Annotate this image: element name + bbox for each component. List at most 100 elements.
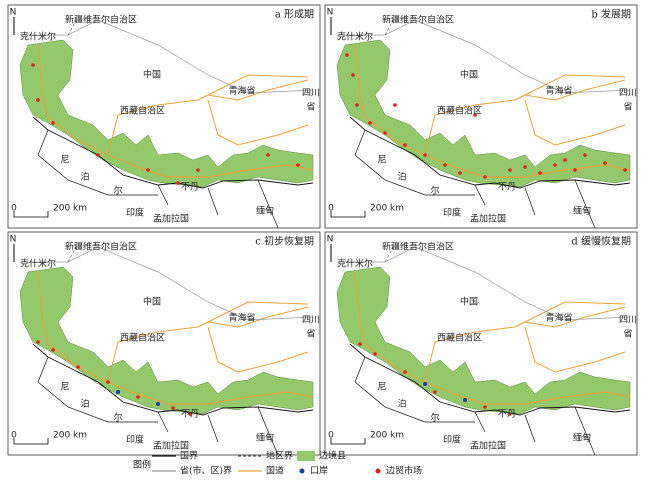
place-label: 泊 xyxy=(397,172,406,183)
place-label: 新疆维吾尔自治区 xyxy=(65,14,137,26)
place-label: 西藏自治区 xyxy=(120,105,165,117)
market-dot xyxy=(538,171,542,175)
market-dot xyxy=(583,153,587,157)
market-dot xyxy=(358,342,362,346)
place-label: 中国 xyxy=(460,69,478,81)
market-dot xyxy=(403,143,407,147)
place-label: 四川 xyxy=(619,316,637,326)
place-label: 省 xyxy=(306,101,315,113)
place-label: 克什米尔 xyxy=(20,31,56,43)
market-dot xyxy=(171,406,175,410)
place-label: 新疆维吾尔自治区 xyxy=(382,241,454,253)
legend-label: 边贸市场 xyxy=(386,465,422,477)
legend-label: 边境县 xyxy=(319,450,346,462)
market-dot xyxy=(433,390,437,394)
legend-label: 省(市、区)界 xyxy=(180,465,232,477)
place-label: 印度 xyxy=(443,434,461,446)
place-label: 尔 xyxy=(430,412,439,424)
market-dot xyxy=(473,113,477,117)
market-dot xyxy=(36,340,40,344)
place-label: 西藏自治区 xyxy=(120,332,165,344)
place-label: 孟加拉国 xyxy=(153,213,189,225)
place-label: 新疆维吾尔自治区 xyxy=(65,241,137,253)
legend-title: 图例 xyxy=(133,459,151,471)
market-dot xyxy=(296,163,300,167)
place-label: N xyxy=(10,8,17,18)
place-label: 200 km xyxy=(53,204,87,214)
place-label: 印度 xyxy=(126,207,144,219)
market-dot xyxy=(351,73,355,77)
place-label: 西藏自治区 xyxy=(437,332,482,344)
place-label: N xyxy=(327,235,334,245)
place-label: 不丹 xyxy=(498,182,516,193)
place-label: 缅甸 xyxy=(256,432,274,444)
market-dot xyxy=(355,103,359,107)
place-label: 青海省 xyxy=(228,85,255,97)
panel-label: d 缓慢恢复期 xyxy=(571,235,631,248)
place-label: 缅甸 xyxy=(573,432,591,444)
legend-symbol xyxy=(299,468,305,474)
market-dot xyxy=(266,153,270,157)
place-label: 泊 xyxy=(80,399,89,410)
market-dot xyxy=(76,365,80,369)
place-label: 尼 xyxy=(377,155,386,166)
place-label: 尔 xyxy=(430,185,439,197)
market-dot xyxy=(373,352,377,356)
place-label: 四川 xyxy=(619,89,637,99)
market-dot xyxy=(383,131,387,135)
market-dot xyxy=(563,158,567,162)
port-dot xyxy=(423,382,427,386)
market-dot xyxy=(553,163,557,167)
market-dot xyxy=(136,395,140,399)
port-dot xyxy=(116,390,120,394)
legend-symbol xyxy=(375,468,381,474)
panel-label: b 发展期 xyxy=(591,8,631,21)
market-dot xyxy=(623,168,627,172)
market-dot xyxy=(51,121,55,125)
market-dot xyxy=(508,168,512,172)
place-label: 克什米尔 xyxy=(337,31,373,43)
place-label: 尔 xyxy=(113,185,122,197)
place-label: 200 km xyxy=(53,431,87,441)
market-dot xyxy=(51,348,55,352)
place-label: 四川 xyxy=(302,316,320,326)
market-dot xyxy=(368,121,372,125)
place-label: 泊 xyxy=(397,399,406,410)
market-dot xyxy=(176,181,180,185)
place-label: 不丹 xyxy=(498,409,516,420)
place-label: 尼 xyxy=(60,382,69,393)
legend-label: 地区界 xyxy=(266,450,293,462)
market-dot xyxy=(106,380,110,384)
place-label: 缅甸 xyxy=(573,205,591,217)
place-label: 省 xyxy=(623,101,632,113)
legend-symbol xyxy=(297,451,315,461)
market-dot xyxy=(458,171,462,175)
port-dot xyxy=(156,402,160,406)
place-label: 尔 xyxy=(113,412,122,424)
place-label: 200 km xyxy=(370,431,404,441)
panel-label: c 初步恢复期 xyxy=(255,235,314,248)
market-dot xyxy=(483,405,487,409)
place-label: 印度 xyxy=(443,207,461,219)
place-label: N xyxy=(10,235,17,245)
market-dot xyxy=(403,370,407,374)
place-label: 青海省 xyxy=(228,312,255,324)
place-label: 省 xyxy=(623,328,632,340)
market-dot xyxy=(196,168,200,172)
market-dot xyxy=(96,153,100,157)
place-label: N xyxy=(327,8,334,18)
panel-label: a 形成期 xyxy=(275,9,314,21)
place-label: 中国 xyxy=(143,69,161,81)
place-label: 克什米尔 xyxy=(337,258,373,270)
legend-label: 国界 xyxy=(180,451,198,462)
place-label: 新疆维吾尔自治区 xyxy=(382,14,454,26)
market-dot xyxy=(146,168,150,172)
market-dot xyxy=(31,63,35,67)
market-dot xyxy=(443,163,447,167)
place-label: 泊 xyxy=(80,172,89,183)
